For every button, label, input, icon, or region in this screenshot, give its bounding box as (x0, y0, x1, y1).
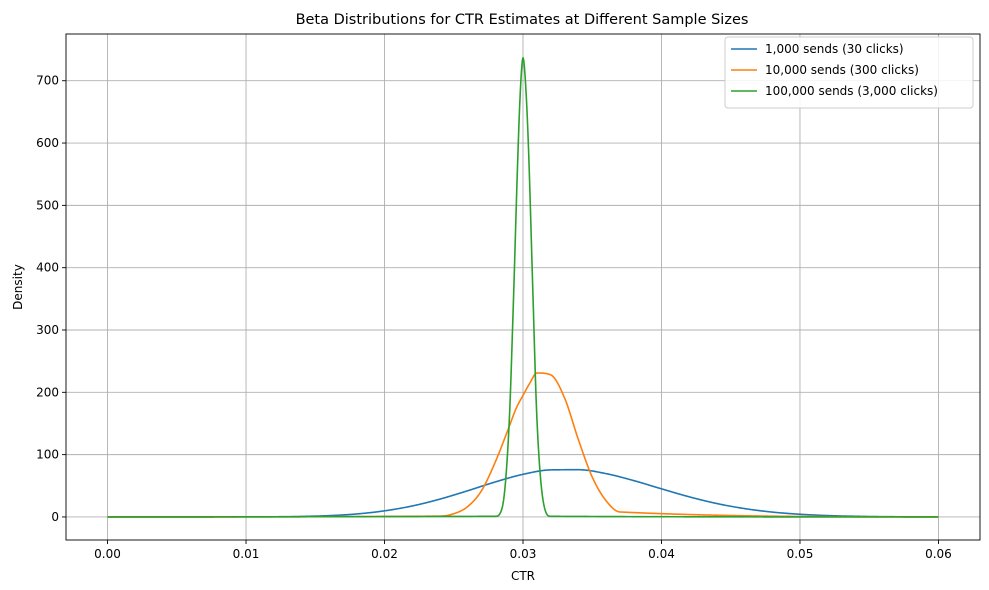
x-tick-label: 0.05 (787, 547, 814, 561)
legend: 1,000 sends (30 clicks) 10,000 sends (300… (724, 36, 974, 109)
y-axis-label: Density (11, 264, 25, 310)
legend-label-1: 1,000 sends (30 clicks) (765, 42, 904, 56)
y-tick-label: 200 (36, 385, 59, 399)
legend-label-2: 10,000 sends (300 clicks) (765, 63, 919, 77)
y-tick-label: 0 (51, 510, 59, 524)
x-tick-label: 0.06 (925, 547, 952, 561)
x-tick-label: 0.03 (510, 547, 537, 561)
y-tick-label: 700 (36, 74, 59, 88)
series-line-3 (107, 56, 939, 518)
y-tick-label: 100 (36, 448, 59, 462)
chart-title: Beta Distributions for CTR Estimates at … (296, 12, 749, 28)
legend-box (724, 36, 974, 109)
axis-ticks: 0.00 0.01 0.02 0.03 0.04 0.05 0.06 0 100 200 300 40… (36, 74, 952, 561)
x-axis-label: CTR (511, 569, 535, 583)
series-lines (107, 56, 939, 518)
y-tick-label: 500 (36, 198, 59, 212)
x-tick-label: 0.00 (94, 547, 121, 561)
x-tick-label: 0.02 (371, 547, 398, 561)
x-tick-label: 0.01 (233, 547, 260, 561)
y-tick-label: 300 (36, 323, 59, 337)
y-tick-label: 600 (36, 136, 59, 150)
y-tick-label: 400 (36, 261, 59, 275)
legend-label-3: 100,000 sends (3,000 clicks) (765, 84, 938, 98)
x-tick-label: 0.04 (648, 547, 675, 561)
